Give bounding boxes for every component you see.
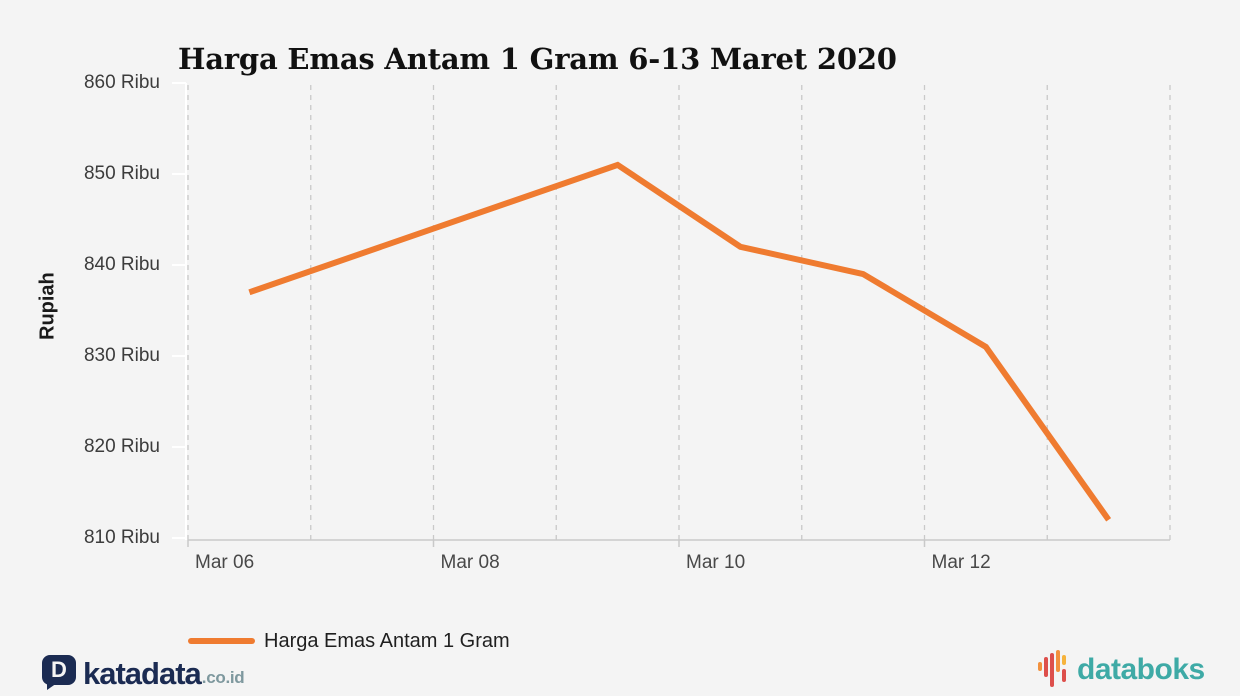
- y-axis-tick-label: 830 Ribu: [83, 345, 160, 366]
- y-axis-tick-label: 840 Ribu: [83, 254, 160, 275]
- x-axis-tick-label: Mar 12: [931, 552, 991, 573]
- legend: Harga Emas Antam 1 Gram: [188, 628, 510, 654]
- y-axis-title: Rupiah: [36, 272, 59, 340]
- x-axis-tick-label: Mar 06: [195, 552, 255, 573]
- legend-label: Harga Emas Antam 1 Gram: [264, 629, 510, 652]
- series-line-harga-emas: [248, 161, 1112, 522]
- databoks-logo: databoks: [1038, 650, 1205, 690]
- x-axis-tick-label: Mar 08: [440, 552, 500, 573]
- katadata-domain-suffix: .co.id: [201, 668, 245, 687]
- katadata-speech-bubble-icon: D: [42, 655, 76, 690]
- x-axis-tick-label: Mar 10: [686, 552, 746, 573]
- katadata-wordmark: katadata: [83, 656, 202, 691]
- chart-title: Harga Emas Antam 1 Gram 6-13 Maret 2020: [178, 42, 897, 76]
- y-axis-tick-label: 810 Ribu: [83, 527, 160, 548]
- databoks-bars-icon: [1038, 650, 1072, 690]
- y-axis-tick-label: 820 Ribu: [83, 436, 160, 457]
- databoks-wordmark: databoks: [1077, 653, 1205, 686]
- legend-line-swatch-icon: [188, 638, 255, 644]
- y-axis-tick-label: 860 Ribu: [83, 72, 160, 93]
- y-axis-tick-label: 850 Ribu: [83, 163, 160, 184]
- katadata-logo: D katadata .co.id: [42, 655, 245, 691]
